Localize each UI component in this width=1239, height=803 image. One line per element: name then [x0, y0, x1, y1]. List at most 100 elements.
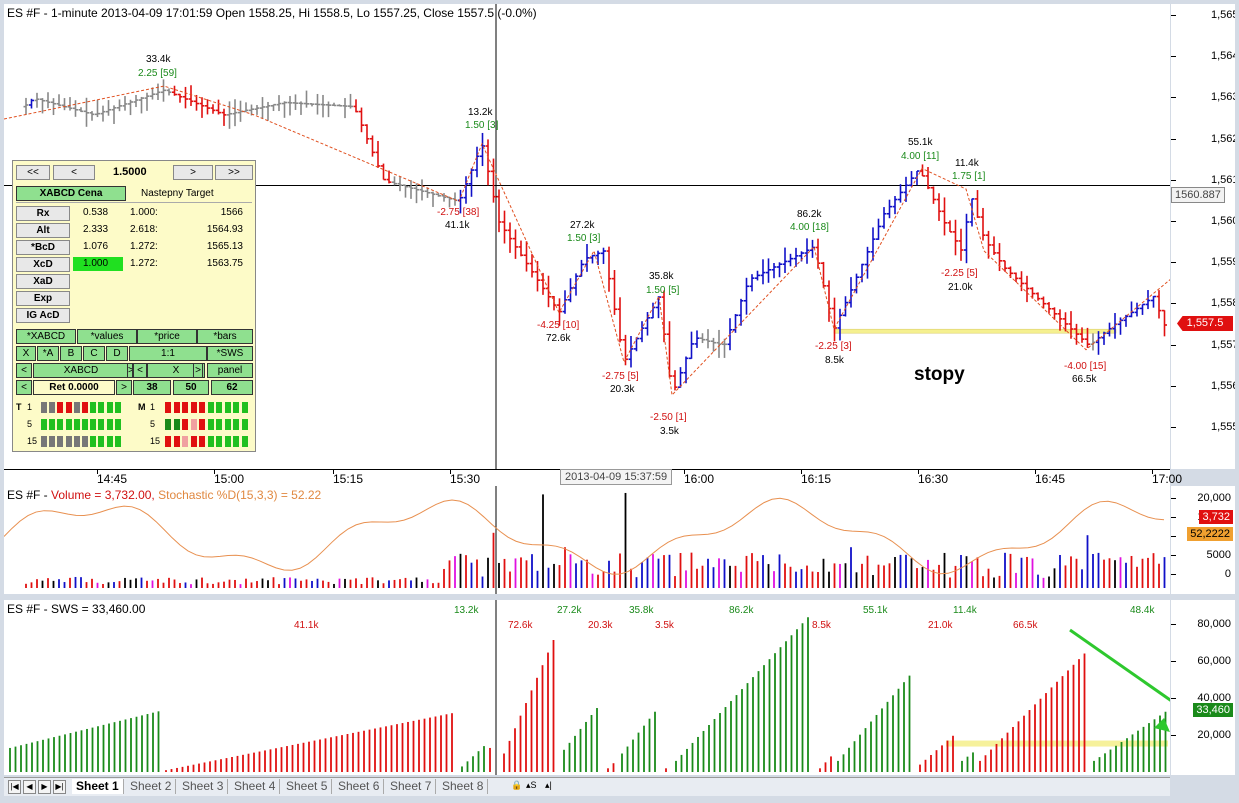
- price-bar: [106, 100, 111, 116]
- sheet-tab-5[interactable]: Sheet 5: [282, 779, 333, 794]
- price-bar: [1140, 303, 1145, 315]
- price-axis[interactable]: 1,565 1,564 1,563 1,562 1,561 1,560 1,559 1,558…: [1171, 4, 1235, 469]
- panel-grid-button[interactable]: B: [60, 346, 82, 361]
- price-bar: [331, 102, 337, 107]
- sheet-tab-4[interactable]: Sheet 4: [230, 779, 281, 794]
- price-bar: [452, 192, 458, 206]
- panel-grid-button[interactable]: XABCD: [33, 363, 129, 378]
- sheet-tab-6[interactable]: Sheet 6: [334, 779, 385, 794]
- sheet-prev-button[interactable]: ◀: [23, 780, 36, 794]
- scroll-sync-icon[interactable]: ▴S: [526, 780, 537, 790]
- swing-label: 1.50 [3]: [465, 120, 499, 131]
- price-bar: [595, 250, 601, 266]
- panel-prev-button[interactable]: <: [53, 165, 95, 180]
- sheet-tab-8[interactable]: Sheet 8: [438, 779, 489, 794]
- panel-row-button[interactable]: IG AcD: [16, 308, 70, 323]
- panel-grid-button[interactable]: Ret 0.0000: [33, 380, 115, 395]
- panel-grid-button[interactable]: >: [116, 380, 132, 395]
- price-bar: [381, 163, 386, 181]
- price-tick-label: 1,557: [1211, 338, 1235, 351]
- meter-cell: [106, 436, 113, 447]
- lock-icon[interactable]: 🔒: [511, 780, 523, 790]
- swing-label: -4.00 [15]: [1064, 361, 1107, 372]
- volume-pane[interactable]: ES #F - Volume = 3,732.00, Stochastic %D…: [4, 486, 1170, 594]
- sheet-tab-2[interactable]: Sheet 2: [126, 779, 177, 794]
- sheet-tab-1[interactable]: Sheet 1: [72, 779, 124, 794]
- panel-grid-button[interactable]: *SWS: [207, 346, 253, 361]
- panel-grid-button[interactable]: <: [16, 380, 32, 395]
- price-bar: [337, 104, 342, 107]
- xabcd-panel[interactable]: << < 1.5000 > >> XABCD Cena Nastepny Tar…: [12, 160, 256, 452]
- price-bar: [227, 101, 232, 129]
- price-bar: [909, 171, 914, 187]
- panel-row-button[interactable]: XaD: [16, 274, 70, 289]
- volume-chart[interactable]: [4, 486, 1170, 594]
- panel-grid-button[interactable]: 38: [133, 380, 171, 395]
- sheet-next-button[interactable]: ▶: [38, 780, 51, 794]
- panel-grid-button[interactable]: 50: [173, 380, 209, 395]
- price-bar: [408, 180, 414, 199]
- swing-label: 3.5k: [660, 426, 679, 437]
- panel-grid-button[interactable]: 1:1: [129, 346, 207, 361]
- sheet-tab-3[interactable]: Sheet 3: [178, 779, 229, 794]
- price-bar: [947, 220, 953, 233]
- meter-row-label: 1: [27, 402, 33, 412]
- meter-cell: [82, 402, 88, 413]
- price-bar: [1162, 309, 1167, 337]
- price-bar: [722, 338, 727, 358]
- swing-label: -2.50 [1]: [650, 412, 687, 423]
- price-chart[interactable]: [4, 4, 1170, 469]
- panel-grid-button[interactable]: panel: [207, 363, 253, 378]
- panel-grid-button[interactable]: *XABCD: [16, 329, 76, 344]
- meter-cell: [224, 402, 231, 413]
- sheet-last-button[interactable]: ▶|: [53, 780, 66, 794]
- price-bar: [23, 97, 29, 115]
- price-tick-label: 1,564: [1211, 50, 1235, 63]
- panel-grid-button[interactable]: *values: [77, 329, 137, 344]
- sheet-first-button[interactable]: |◀: [8, 780, 21, 794]
- panel-row-button[interactable]: *BcD: [16, 240, 70, 255]
- price-bar: [1052, 307, 1057, 320]
- price-bar: [975, 190, 980, 218]
- panel-row-button[interactable]: Alt: [16, 223, 70, 238]
- price-bar: [353, 99, 359, 113]
- panel-grid-button[interactable]: <: [133, 363, 147, 378]
- panel-grid-button[interactable]: D: [106, 346, 128, 361]
- panel-grid-button[interactable]: >: [127, 363, 133, 378]
- price-bar: [1013, 272, 1019, 283]
- time-tick-label: 16:00: [684, 472, 715, 486]
- price-bar: [529, 254, 535, 278]
- sws-axis[interactable]: 80,000 60,000 40,000 20,000 33,460: [1171, 600, 1235, 775]
- panel-grid-button[interactable]: *A: [37, 346, 59, 361]
- swing-label: 27.2k: [570, 220, 595, 231]
- price-bar: [1090, 333, 1096, 351]
- panel-grid-button[interactable]: *price: [137, 329, 197, 344]
- panel-next-button[interactable]: >: [173, 165, 213, 180]
- price-bar: [964, 213, 969, 264]
- panel-grid-button[interactable]: X: [16, 346, 36, 361]
- panel-row-value: 2.333: [83, 224, 109, 235]
- panel-grid-button[interactable]: >: [193, 363, 203, 378]
- sheet-tab-7[interactable]: Sheet 7: [386, 779, 437, 794]
- panel-grid-button[interactable]: <: [16, 363, 32, 378]
- price-bar: [1063, 312, 1068, 332]
- panel-row-button[interactable]: Rx: [16, 206, 70, 221]
- panel-grid-button[interactable]: 62: [211, 380, 253, 395]
- panel-grid-button[interactable]: C: [83, 346, 105, 361]
- panel-row-button[interactable]: Exp: [16, 291, 70, 306]
- panel-row-button[interactable]: XcD: [16, 257, 70, 272]
- swing-label: 1.50 [5]: [646, 285, 680, 296]
- price-bar: [194, 94, 199, 111]
- panel-next2-button[interactable]: >>: [215, 165, 253, 180]
- scroll-end-icon[interactable]: ▴|: [545, 780, 552, 790]
- sws-pane[interactable]: ES #F - SWS = 33,460.00 41.1k 13.2k 72.6k 2…: [4, 600, 1170, 775]
- sws-tick-label: 20,000: [1197, 729, 1231, 741]
- sws-chart[interactable]: [4, 600, 1170, 775]
- panel-grid-button[interactable]: *bars: [197, 329, 253, 344]
- panel-prev2-button[interactable]: <<: [16, 165, 50, 180]
- price-bar: [1074, 323, 1079, 345]
- xabcd-price-button[interactable]: XABCD Cena: [16, 186, 126, 201]
- panel-grid-button[interactable]: X: [147, 363, 205, 378]
- last-price-box: 1,557.5: [1177, 316, 1233, 331]
